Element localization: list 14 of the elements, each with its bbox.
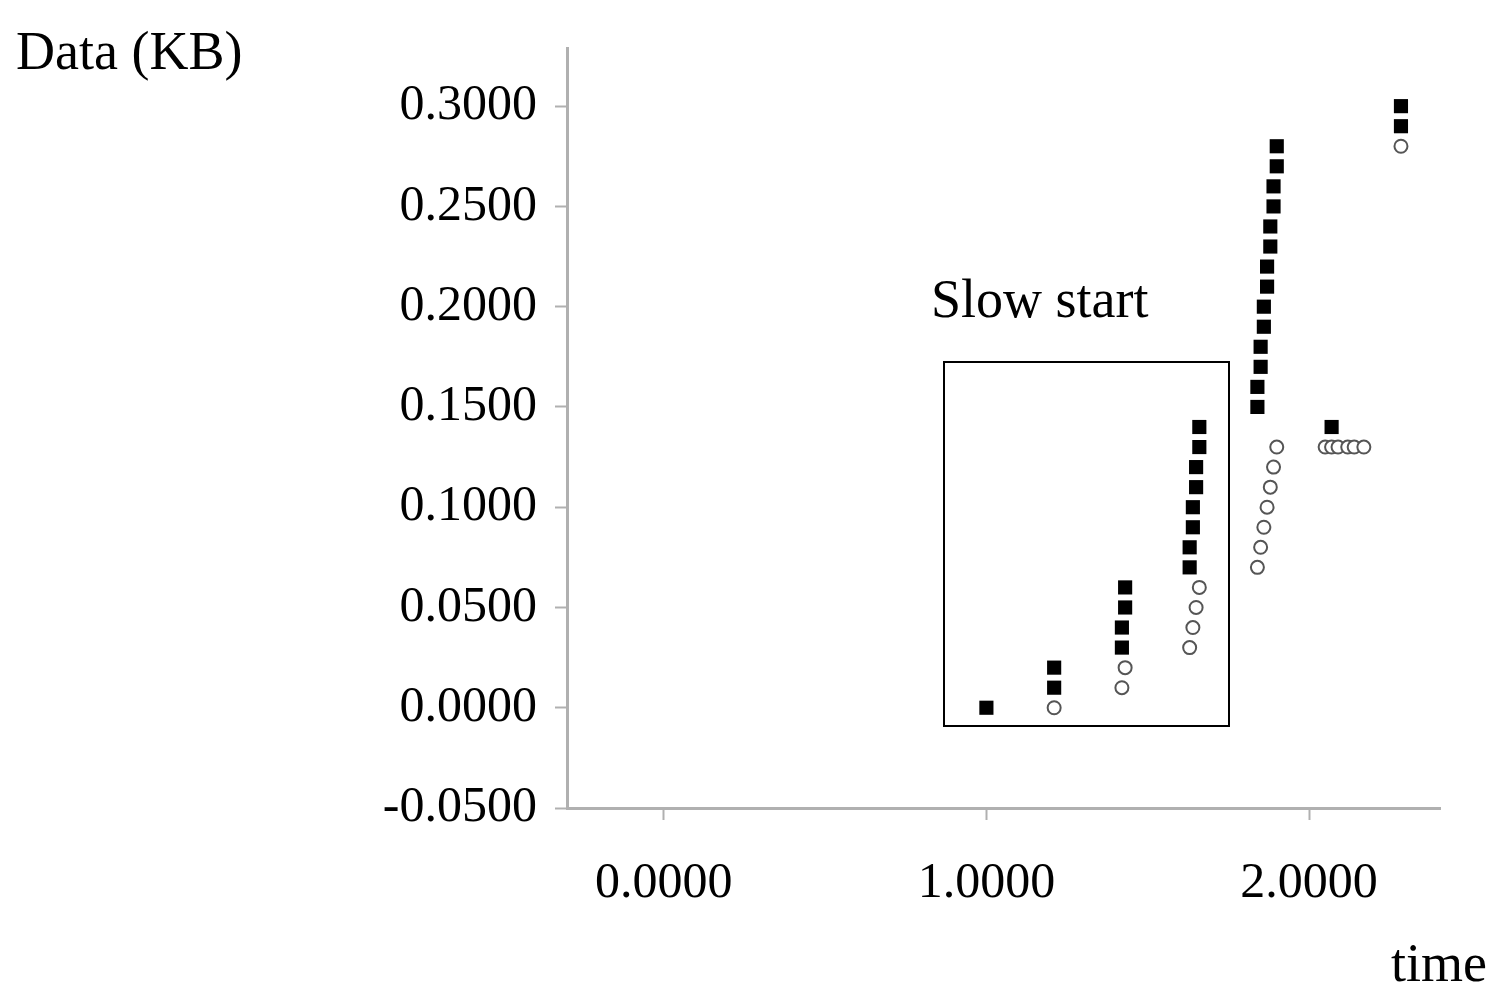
y-tick-label: 0.2500 bbox=[399, 174, 537, 231]
y-tick-label: 0.2000 bbox=[399, 274, 537, 331]
y-tick-label: -0.0500 bbox=[382, 776, 537, 833]
y-axis-title: Data (KB) bbox=[16, 20, 243, 82]
x-tick-label: 0.0000 bbox=[595, 852, 733, 909]
x-tick-label: 2.0000 bbox=[1240, 852, 1378, 909]
y-tick-label: 0.1500 bbox=[399, 375, 537, 432]
y-tick-label: 0.0000 bbox=[399, 675, 537, 732]
x-axis-title: time bbox=[1391, 932, 1487, 991]
x-tick-label: 1.0000 bbox=[917, 852, 1056, 909]
y-tick-label: 0.0500 bbox=[399, 575, 537, 632]
y-tick-label: 0.1000 bbox=[399, 475, 537, 532]
annotation: Slow start bbox=[931, 268, 1149, 330]
y-tick-label: 0.3000 bbox=[399, 74, 537, 131]
